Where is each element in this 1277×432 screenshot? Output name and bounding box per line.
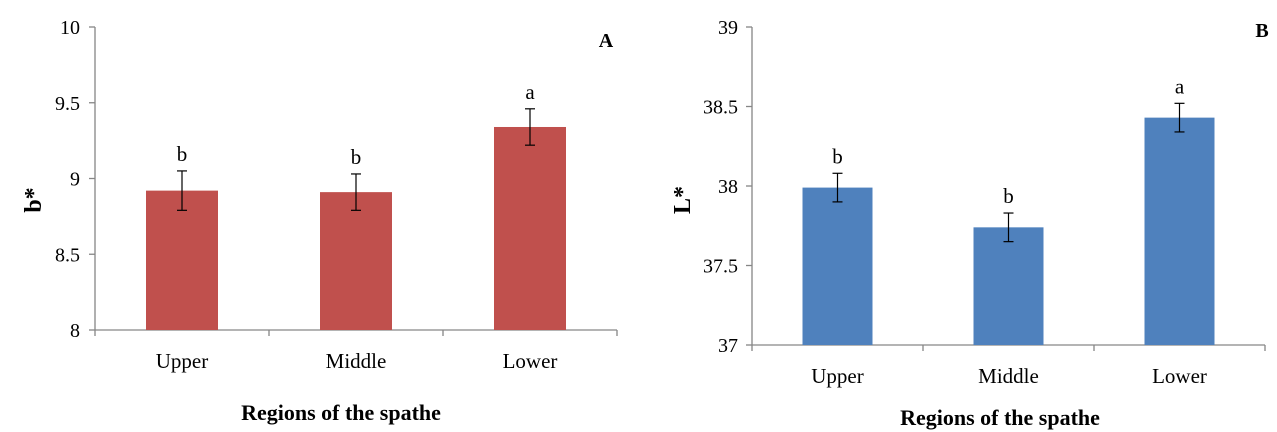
y-tick-label: 38 xyxy=(718,176,738,198)
x-tick-label-middle: Middle xyxy=(326,349,387,373)
bar-upper xyxy=(802,187,873,345)
y-axis-label-b: L* xyxy=(670,186,696,214)
x-tick-label-upper: Upper xyxy=(156,349,208,373)
y-tick-label: 9.5 xyxy=(55,93,80,115)
chart-panel-a: A Regions of the spathe b* 8 8.5 9 9.5 10 b Up… xyxy=(21,17,618,425)
bar-lower xyxy=(494,126,566,331)
panel-label-b: B xyxy=(1255,20,1268,42)
bar-upper xyxy=(146,190,218,330)
y-tick-label: 9 xyxy=(70,169,80,191)
significance-letter: b xyxy=(351,145,362,169)
y-tick-label: 10 xyxy=(60,17,80,39)
x-axis-label-a: Regions of the spathe xyxy=(241,400,441,425)
y-tick-label: 8 xyxy=(70,320,80,342)
y-tick-label: 37.5 xyxy=(703,256,738,278)
x-tick-label-upper: Upper xyxy=(811,364,863,388)
significance-letter: b xyxy=(1003,184,1014,208)
x-axis-label-b: Regions of the spathe xyxy=(900,405,1100,430)
significance-letter: a xyxy=(1175,74,1185,98)
y-tick-label: 38.5 xyxy=(703,97,738,119)
x-tick-label-lower: Lower xyxy=(1152,364,1207,388)
y-tick-label: 37 xyxy=(718,335,738,357)
y-axis-label-a: b* xyxy=(21,187,47,212)
bar-middle xyxy=(320,192,392,330)
significance-letter: a xyxy=(525,80,535,104)
significance-letter: b xyxy=(832,144,843,168)
chart-panel-b: B Regions of the spathe L* 37 37.5 38 38.5 3… xyxy=(670,17,1269,430)
y-tick-label: 39 xyxy=(718,17,738,39)
x-tick-label-middle: Middle xyxy=(978,364,1039,388)
bar-middle xyxy=(973,227,1044,345)
panel-label-a: A xyxy=(599,30,614,52)
x-tick-label-lower: Lower xyxy=(503,349,558,373)
y-tick-label: 8.5 xyxy=(55,244,80,266)
bar-lower xyxy=(1144,117,1215,345)
significance-letter: b xyxy=(177,142,188,166)
